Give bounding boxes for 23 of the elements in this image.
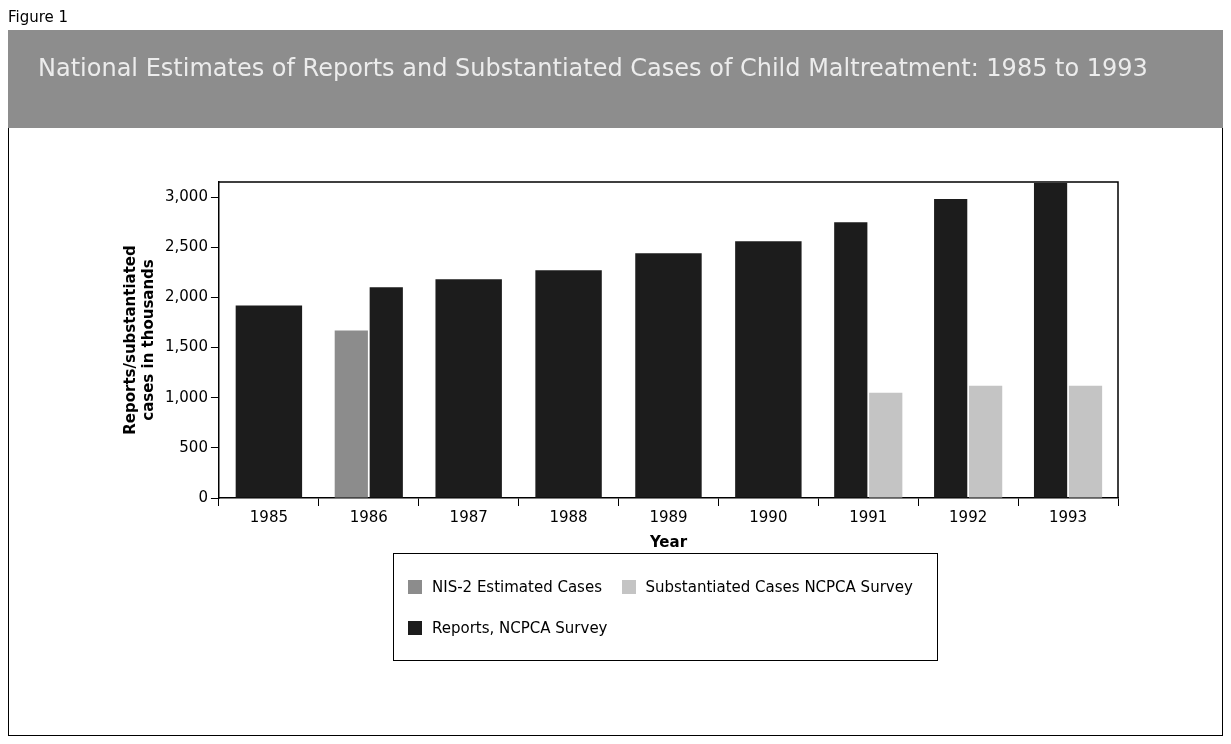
x-tick-label: 1991	[849, 507, 888, 526]
y-tick-label: 1,000	[164, 387, 208, 406]
x-axis-title: Year	[648, 532, 688, 551]
caption: Figure 1	[8, 8, 69, 26]
x-tick-label: 1986	[349, 507, 388, 526]
legend-label: Reports, NCPCA Survey	[432, 618, 608, 637]
y-tick-label: 3,000	[164, 186, 208, 205]
y-tick-label: 0	[198, 487, 208, 506]
x-tick-label: 1992	[949, 507, 988, 526]
y-tick-label: 2,000	[164, 287, 208, 306]
x-tick-label: 1989	[649, 507, 688, 526]
chart-title: National Estimates of Reports and Substantiated Cases of Child Maltreatment: 1985 to 1993	[8, 30, 1223, 128]
y-tick-label: 500	[179, 437, 208, 456]
x-tick-label: 1987	[449, 507, 488, 526]
y-tick-label: 1,500	[164, 337, 208, 356]
x-tick-label: 1985	[249, 507, 288, 526]
legend-label: NIS-2 Estimated Cases	[432, 577, 602, 596]
x-tick-label: 1988	[549, 507, 588, 526]
legend-label: Substantiated Cases NCPCA Survey	[645, 577, 913, 596]
y-tick-label: 2,500	[164, 237, 208, 256]
x-tick-label: 1990	[749, 507, 788, 526]
x-tick-label: 1993	[1048, 507, 1088, 526]
y-axis-title: Reports/substantiated cases in thousands	[120, 245, 157, 435]
